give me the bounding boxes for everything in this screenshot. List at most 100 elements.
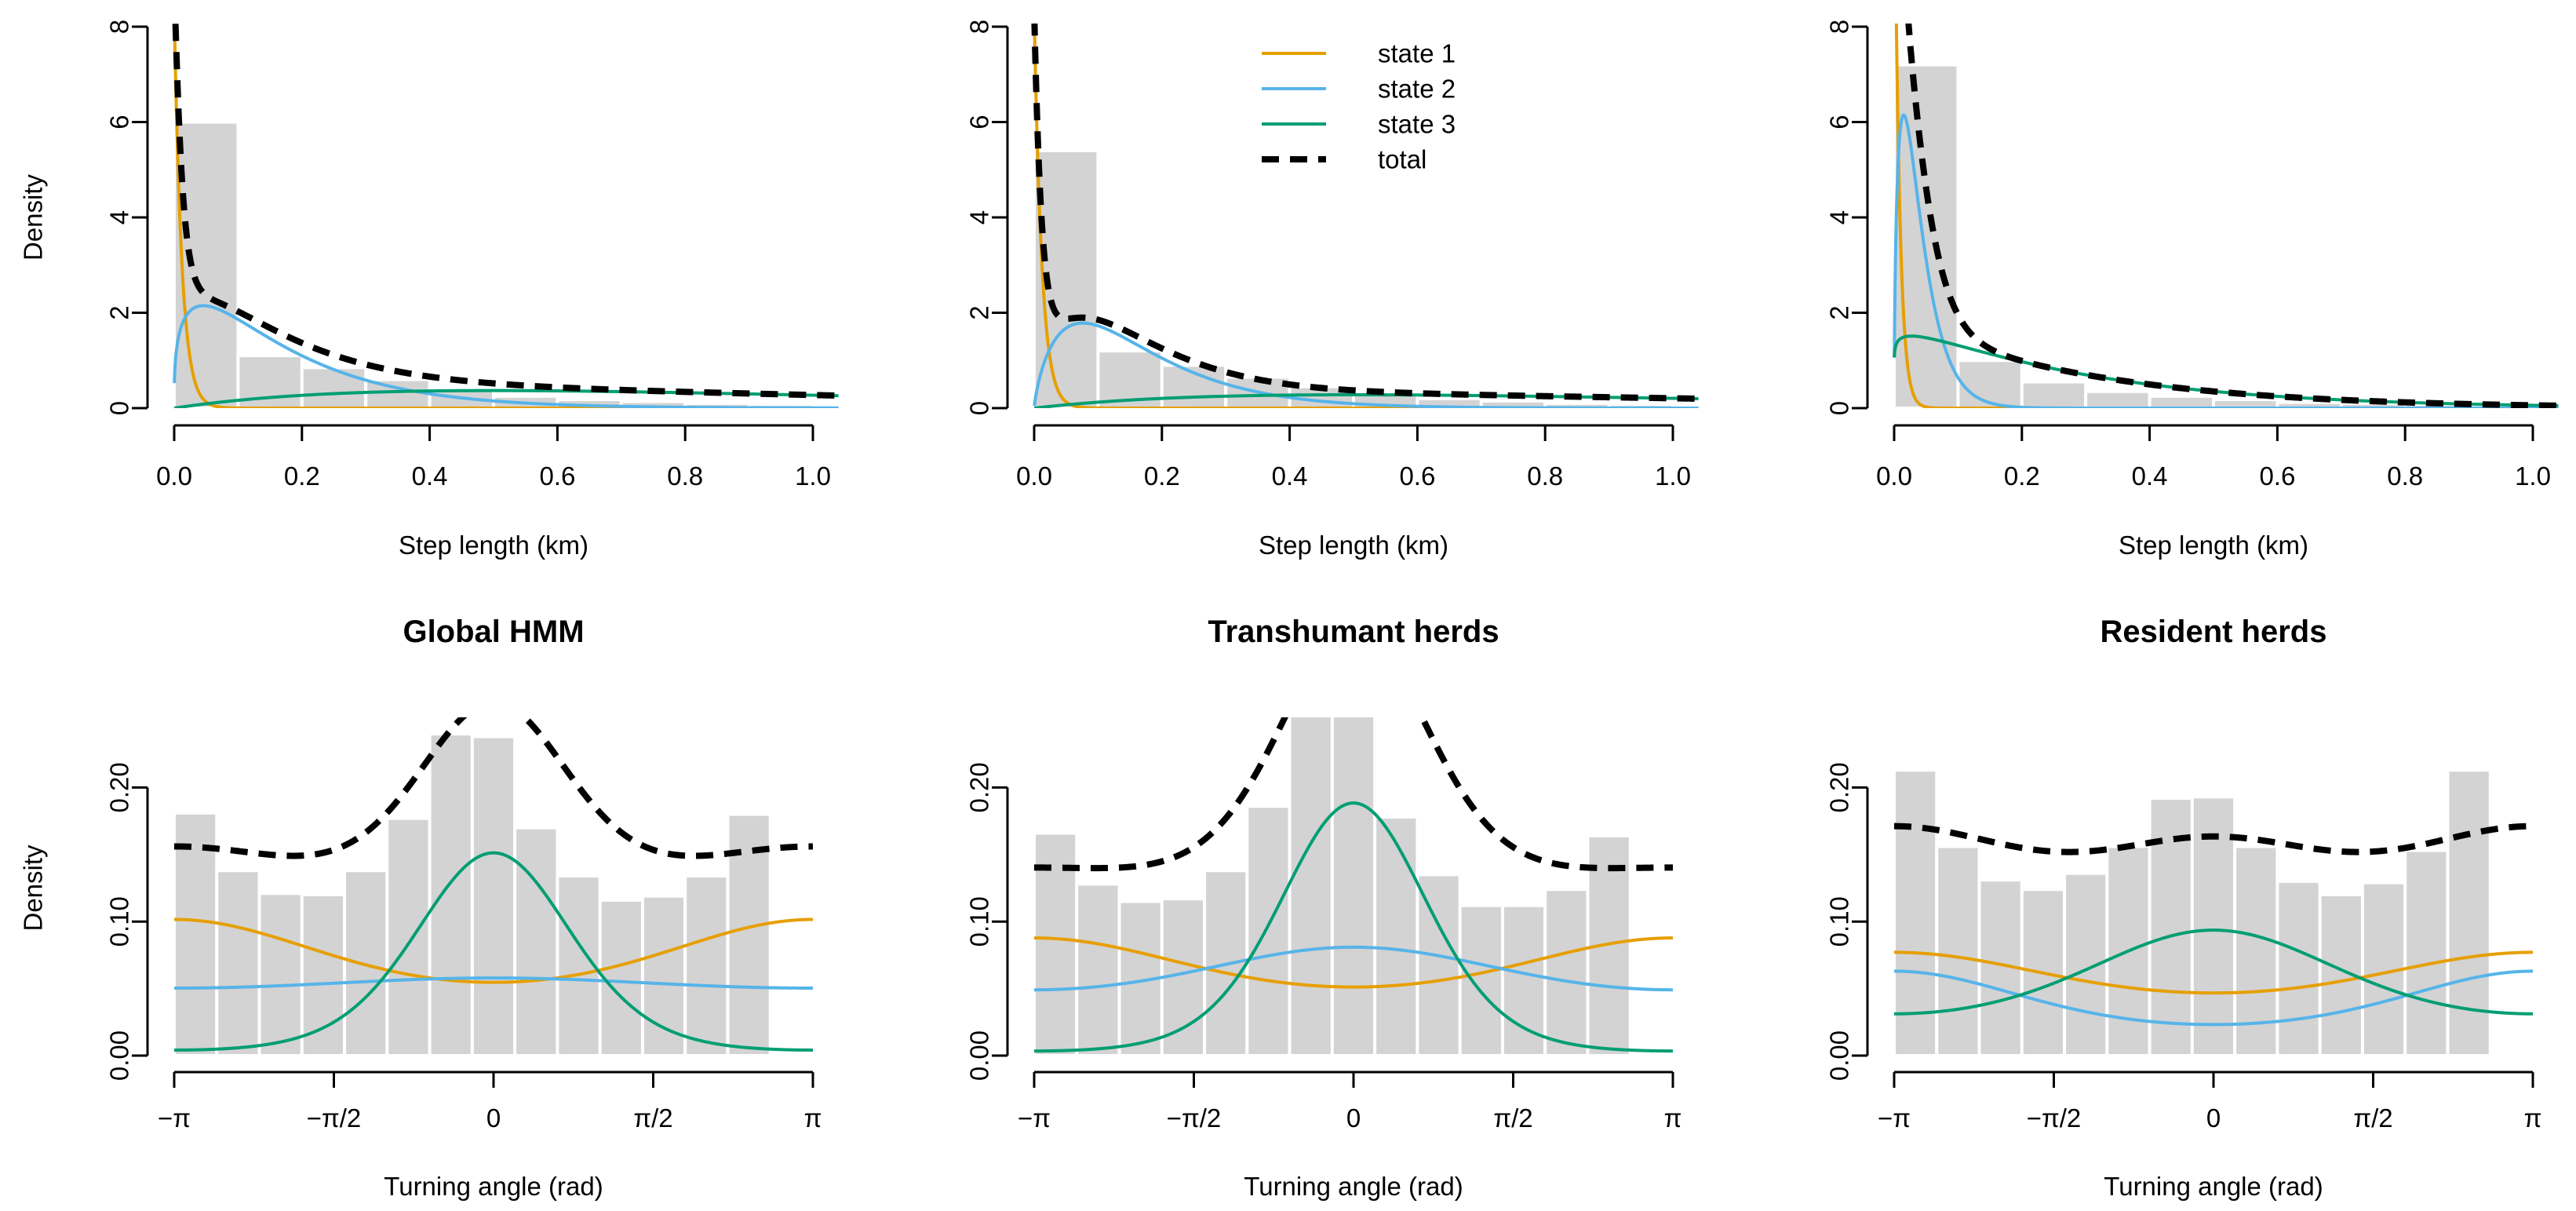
y-tick-label: 4 (965, 210, 994, 224)
legend-item: state 1 (1262, 39, 1456, 68)
legend-label: total (1378, 145, 1426, 174)
density-curves (172, 717, 815, 1052)
legend-label: state 2 (1378, 75, 1456, 104)
x-tick-label: 1.0 (795, 461, 831, 491)
histogram-bar (1458, 903, 1504, 1056)
histogram-bar (1607, 403, 1675, 408)
histogram-bars (1893, 63, 2535, 408)
x-tick-label: −π (1878, 1103, 1911, 1133)
histogram-bar (640, 894, 687, 1056)
y-tick-label: 0.10 (1825, 896, 1854, 947)
curve-state-1 (173, 917, 814, 984)
legend-item: state 2 (1262, 75, 1456, 104)
x-tick-label: −π/2 (307, 1103, 362, 1133)
y-axis: 0.00 0.10 0.20 (1825, 762, 1869, 1081)
x-tick-label: −π (158, 1103, 191, 1133)
y-tick-label: 8 (965, 20, 994, 34)
curve-total (1032, 717, 1675, 872)
x-axis: 0.0 0.2 0.4 0.6 0.8 1.0 (1876, 424, 2551, 491)
histogram-bar (1416, 873, 1462, 1056)
x-tick-label: 0.8 (2387, 461, 2423, 491)
curve-state-2 (173, 976, 814, 990)
curve-state-1 (1033, 936, 1674, 989)
histogram-bars (173, 120, 814, 408)
histogram-bar (1543, 888, 1590, 1056)
x-tick-label: 0.0 (1016, 461, 1052, 491)
panel-title: Global HMM (403, 615, 584, 649)
x-axis-label: Turning angle (rad) (2104, 1172, 2323, 1201)
x-tick-label: π (804, 1103, 822, 1133)
legend-item: total (1262, 145, 1426, 174)
histogram-bar (1956, 359, 2024, 408)
y-tick-label: 0.20 (1825, 762, 1854, 812)
y-axis: 0.00 0.10 0.20 (965, 762, 1009, 1081)
histogram-bar (300, 893, 347, 1056)
panel-title: Transhumant herds (1208, 615, 1499, 649)
x-tick-label: 0.6 (2259, 461, 2295, 491)
histogram-bar (2084, 389, 2152, 408)
x-axis: −π −π/2 0 π/2 π (158, 1071, 822, 1133)
y-axis: 0 2 4 6 8 (965, 20, 1009, 415)
density-curves (172, 24, 840, 408)
x-tick-label: −π/2 (1167, 1103, 1222, 1133)
histogram-bars (1893, 768, 2492, 1056)
x-tick-label: π/2 (2353, 1103, 2392, 1133)
legend-label: state 1 (1378, 39, 1456, 68)
x-axis-label: Step length (km) (1259, 531, 1448, 560)
y-axis-label: Density (19, 173, 48, 261)
y-tick-label: 6 (965, 115, 994, 129)
y-tick-label: 8 (105, 20, 134, 34)
histogram-bar (2020, 380, 2088, 408)
x-tick-label: 0 (1346, 1103, 1361, 1133)
histogram-bar (2275, 879, 2322, 1056)
histogram-bar (173, 120, 240, 408)
x-tick-label: 0 (486, 1103, 501, 1133)
x-axis: −π −π/2 0 π/2 π (1878, 1071, 2541, 1133)
curve-total (1892, 823, 2535, 855)
x-tick-label: π/2 (633, 1103, 672, 1133)
histogram-bar (2148, 797, 2194, 1056)
y-tick-label: 0 (965, 401, 994, 415)
curve-state-3 (1033, 801, 1674, 1053)
curve-state-1 (173, 24, 839, 408)
histogram-bar (385, 816, 432, 1056)
histogram-bar (257, 892, 304, 1056)
y-tick-label: 0.20 (105, 762, 134, 812)
histogram-bar (470, 735, 517, 1056)
legend: state 1 state 2 state 3 total (1262, 39, 1456, 174)
histogram-bar (1288, 717, 1334, 1056)
x-tick-label: 0.0 (1876, 461, 1912, 491)
y-tick-label: 0 (105, 401, 134, 415)
histogram-bar (683, 874, 730, 1056)
curve-total (1905, 24, 2560, 408)
x-axis-label: Step length (km) (2119, 531, 2308, 560)
density-curves (1892, 823, 2535, 1027)
curve-state-3 (1893, 334, 2559, 407)
curve-state-1 (1893, 950, 2534, 995)
density-curves (1032, 717, 1675, 1053)
histogram-bar (300, 366, 368, 408)
x-tick-label: 0 (2206, 1103, 2221, 1133)
y-tick-label: 0.00 (1825, 1030, 1854, 1081)
curve-state-2 (1033, 945, 1674, 992)
histogram-bar (2190, 795, 2237, 1056)
histogram-bars (1033, 148, 1675, 408)
y-tick-label: 0.00 (965, 1030, 994, 1081)
histogram-bar (1330, 717, 1377, 1056)
curve-total (172, 717, 815, 859)
x-axis: 0.0 0.2 0.4 0.6 0.8 1.0 (1016, 424, 1691, 491)
x-tick-label: 0.2 (284, 461, 320, 491)
histogram-bar (343, 869, 389, 1056)
curve-state-3 (1033, 393, 1699, 408)
x-axis-label: Turning angle (rad) (1244, 1172, 1463, 1201)
y-tick-label: 6 (1825, 115, 1854, 129)
x-tick-label: 0.4 (1272, 461, 1308, 491)
x-tick-label: 0.8 (667, 461, 703, 491)
x-tick-label: 0.0 (156, 461, 192, 491)
legend-item: state 3 (1262, 110, 1456, 139)
y-axis: 0.00 0.10 0.20 (105, 762, 149, 1081)
y-axis: 0 2 4 6 8 (1825, 20, 1869, 415)
histogram-bars (1033, 717, 1632, 1056)
histogram-bar (513, 826, 559, 1056)
histogram-bar (1075, 882, 1121, 1056)
